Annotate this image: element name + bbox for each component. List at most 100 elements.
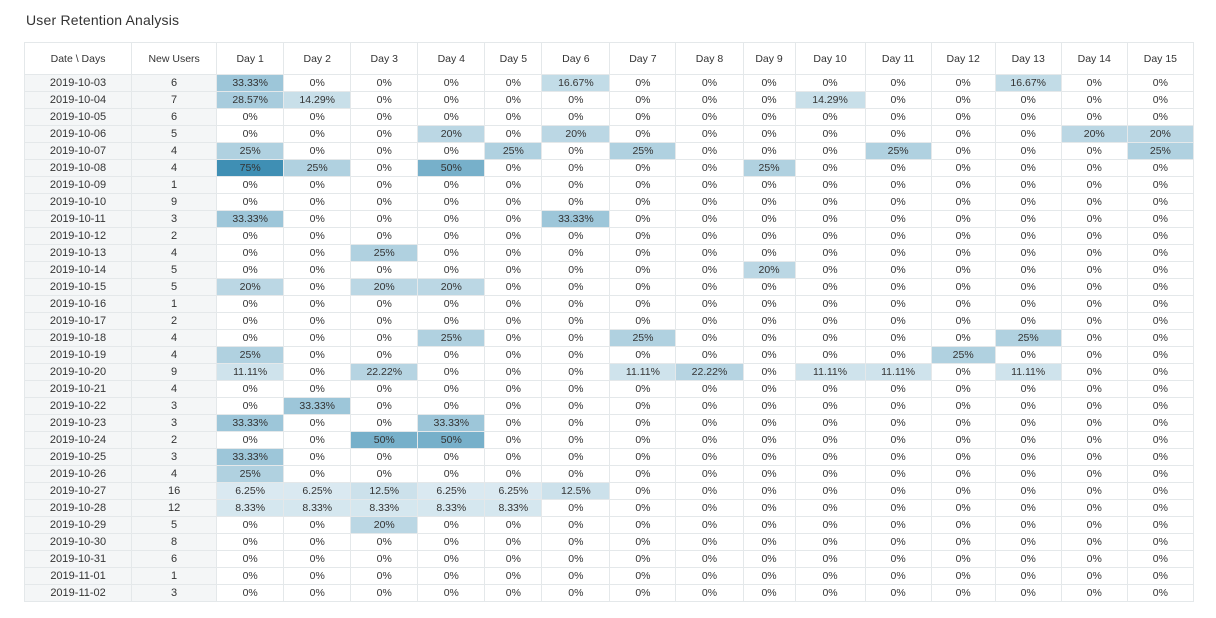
new-users-cell: 4 — [131, 142, 218, 160]
retention-cell: 0% — [864, 533, 932, 551]
retention-cell: 0% — [417, 567, 486, 585]
retention-cell: 25% — [216, 346, 285, 364]
retention-cell: 0% — [1126, 397, 1195, 415]
retention-cell: 0% — [675, 346, 744, 364]
retention-cell: 0% — [350, 346, 419, 364]
header-new-users: New Users — [131, 42, 218, 75]
retention-cell: 0% — [283, 295, 352, 313]
retention-cell: 0% — [1126, 210, 1195, 228]
retention-cell: 0% — [864, 431, 932, 449]
retention-cell: 20% — [417, 278, 486, 296]
retention-cell: 0% — [1126, 227, 1195, 245]
retention-cell: 0% — [994, 159, 1062, 177]
retention-cell: 0% — [1060, 142, 1128, 160]
retention-cell: 0% — [794, 567, 866, 585]
retention-cell: 0% — [930, 584, 996, 602]
retention-cell: 0% — [864, 499, 932, 517]
retention-cell: 0% — [484, 278, 543, 296]
retention-cell: 0% — [794, 431, 866, 449]
retention-cell: 0% — [864, 176, 932, 194]
retention-cell: 0% — [1060, 567, 1128, 585]
cohort-date-cell: 2019-10-17 — [23, 312, 133, 330]
retention-cell: 0% — [1060, 210, 1128, 228]
retention-cell: 0% — [675, 176, 744, 194]
retention-cell: 0% — [350, 584, 419, 602]
retention-cell: 33.33% — [216, 210, 285, 228]
retention-cell: 33.33% — [216, 74, 285, 92]
retention-cell: 0% — [417, 261, 486, 279]
retention-cell: 0% — [930, 278, 996, 296]
cohort-date-cell: 2019-11-02 — [23, 584, 133, 602]
retention-cell: 0% — [1060, 363, 1128, 381]
new-users-cell: 16 — [131, 482, 218, 500]
table-row: 2019-10-27 16 6.25% 6.25% 12.5% 6.25% 6.25% 12.… — [23, 482, 1195, 500]
retention-cell: 0% — [216, 567, 285, 585]
new-users-cell: 4 — [131, 465, 218, 483]
retention-cell: 0% — [675, 278, 744, 296]
retention-cell: 0% — [930, 125, 996, 143]
retention-cell: 0% — [864, 397, 932, 415]
retention-cell: 0% — [930, 329, 996, 347]
retention-cell: 0% — [216, 431, 285, 449]
retention-cell: 0% — [994, 278, 1062, 296]
header-day-9: Day 9 — [742, 42, 796, 75]
retention-cell: 0% — [794, 278, 866, 296]
retention-cell: 0% — [994, 227, 1062, 245]
retention-cell: 0% — [609, 312, 677, 330]
retention-cell: 0% — [1060, 533, 1128, 551]
retention-cell: 0% — [350, 74, 419, 92]
retention-cell: 0% — [675, 329, 744, 347]
retention-cell: 0% — [742, 193, 796, 211]
retention-cell: 0% — [930, 312, 996, 330]
retention-cell: 0% — [794, 193, 866, 211]
retention-cell: 0% — [742, 91, 796, 109]
cohort-date-cell: 2019-11-01 — [23, 567, 133, 585]
retention-cell: 0% — [864, 516, 932, 534]
cohort-date-cell: 2019-10-07 — [23, 142, 133, 160]
retention-cell: 0% — [1060, 550, 1128, 568]
retention-cell: 0% — [484, 227, 543, 245]
retention-cell: 0% — [1126, 329, 1195, 347]
retention-cell: 0% — [794, 176, 866, 194]
retention-cell: 0% — [794, 108, 866, 126]
new-users-cell: 8 — [131, 533, 218, 551]
retention-cell: 0% — [794, 482, 866, 500]
retention-cell: 11.11% — [216, 363, 285, 381]
retention-cell: 20% — [350, 516, 419, 534]
retention-cell: 0% — [794, 244, 866, 262]
retention-cell: 0% — [350, 108, 419, 126]
retention-cell: 50% — [417, 431, 486, 449]
retention-cell: 0% — [350, 414, 419, 432]
retention-cell: 0% — [283, 363, 352, 381]
retention-cell: 0% — [742, 516, 796, 534]
retention-cell: 25% — [994, 329, 1062, 347]
retention-cell: 0% — [609, 499, 677, 517]
table-row: 2019-10-24 2 0% 0% 50% 50% 0% 0% 0% 0% 0% 0% 0% 0% 0% 0… — [23, 431, 1195, 449]
retention-cell: 0% — [930, 448, 996, 466]
retention-cell: 0% — [864, 244, 932, 262]
retention-cell: 0% — [864, 108, 932, 126]
retention-cell: 0% — [541, 244, 611, 262]
retention-cell: 0% — [417, 176, 486, 194]
cohort-date-cell: 2019-10-11 — [23, 210, 133, 228]
retention-cell: 0% — [1060, 414, 1128, 432]
retention-cell: 0% — [417, 227, 486, 245]
retention-cell: 0% — [675, 108, 744, 126]
retention-cell: 0% — [930, 91, 996, 109]
retention-cell: 0% — [1060, 431, 1128, 449]
retention-cell: 0% — [994, 431, 1062, 449]
retention-cell: 0% — [417, 108, 486, 126]
retention-cell: 0% — [1126, 516, 1195, 534]
retention-cell: 0% — [864, 312, 932, 330]
table-row: 2019-10-10 9 0% 0% 0% 0% 0% 0% 0% 0% 0% 0% 0% 0% 0% 0% 0… — [23, 193, 1195, 211]
retention-cell: 0% — [1060, 329, 1128, 347]
retention-cell: 0% — [864, 74, 932, 92]
retention-cell: 0% — [794, 397, 866, 415]
new-users-cell: 4 — [131, 380, 218, 398]
retention-cell: 0% — [930, 142, 996, 160]
retention-cell: 0% — [484, 363, 543, 381]
retention-cell: 0% — [541, 91, 611, 109]
retention-cell: 11.11% — [794, 363, 866, 381]
retention-cell: 0% — [1060, 499, 1128, 517]
retention-cell: 0% — [541, 159, 611, 177]
